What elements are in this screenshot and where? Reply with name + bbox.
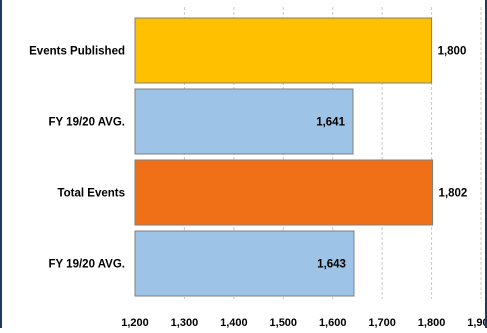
bar	[134, 88, 354, 155]
x-tick-label: 1,400	[220, 317, 248, 328]
category-label: Total Events	[57, 188, 125, 200]
category-label: Events Published	[29, 46, 125, 58]
x-tick-label: 1,500	[270, 317, 298, 328]
bar	[134, 17, 433, 84]
x-tick-label: 1,800	[418, 317, 446, 328]
x-tick-label: 1,600	[319, 317, 347, 328]
x-tick-labels: 1,200 1,300 1,400 1,500 1,600 1,700 1,800 1,900	[121, 317, 487, 329]
data-label: 1,643	[317, 259, 346, 271]
bar	[134, 230, 355, 297]
category-label: FY 19/20 AVG.	[49, 117, 126, 129]
category-labels: Events Published FY 19/20 AVG. Total Event…	[29, 46, 125, 271]
data-label: 1,641	[316, 117, 345, 129]
category-label: FY 19/20 AVG.	[49, 259, 126, 271]
x-tick-label: 1,300	[171, 317, 199, 328]
x-tick-label: 1,200	[121, 317, 149, 328]
data-labels: 1,800 1,641 1,802 1,643	[316, 46, 467, 271]
x-tick-label: 1,900	[467, 317, 485, 328]
data-label: 1,802	[439, 188, 468, 200]
bar	[134, 159, 434, 226]
data-label: 1,800	[438, 46, 467, 58]
x-tick-label: 1,700	[368, 317, 396, 328]
chart-canvas: Events Published FY 19/20 AVG. Total Event…	[29, 7, 487, 329]
bars	[134, 17, 434, 297]
